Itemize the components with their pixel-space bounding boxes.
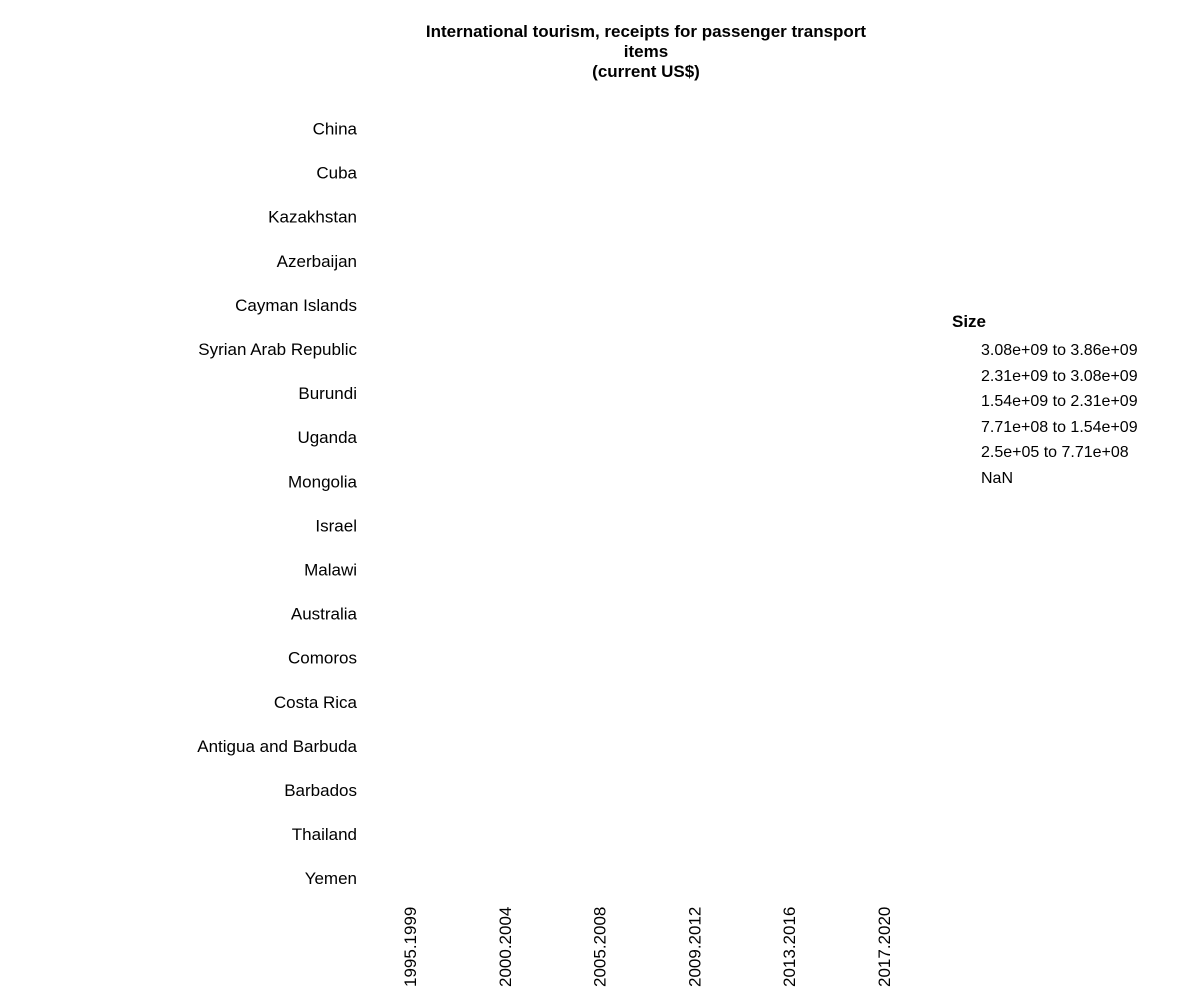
x-axis-label: 2000.2004 [496,907,515,987]
y-axis-label: Yemen [305,869,357,888]
y-axis-label: Kazakhstan [268,208,357,227]
y-axis-label: Syrian Arab Republic [198,340,357,359]
y-axis-label: China [313,120,358,139]
y-axis-label: Cuba [316,164,357,183]
y-axis-label: Israel [315,516,357,535]
y-axis-label: Thailand [292,825,357,844]
legend-item: 2.31e+09 to 3.08e+09 [981,367,1138,385]
x-axis-label: 2005.2008 [591,907,610,987]
x-axis-label: 2013.2016 [780,907,799,987]
legend-item: 1.54e+09 to 2.31e+09 [981,393,1138,410]
y-axis-label: Cayman Islands [235,296,357,315]
x-axis-labels: 1995.1999 2000.2004 2005.2008 2009.2012 2013… [401,907,894,987]
chart-title: International tourism, receipts for pass… [396,22,896,82]
legend-item: 7.71e+08 to 1.54e+09 [981,418,1138,436]
y-axis-labels: China Cuba Kazakhstan Azerbaijan Cayman Isla… [197,120,357,889]
y-axis-label: Azerbaijan [277,252,357,271]
y-axis-label: Australia [291,605,358,624]
x-axis-label: 1995.1999 [401,907,420,987]
y-axis-label: Barbados [284,781,357,800]
y-axis-label: Comoros [288,649,357,668]
legend-item: 3.08e+09 to 3.86e+09 [981,342,1138,359]
y-axis-label: Uganda [297,428,357,447]
legend-item: 2.5e+05 to 7.71e+08 [981,444,1129,461]
y-axis-label: Costa Rica [274,693,358,712]
legend: Size 3.08e+09 to 3.86e+09 2.31e+09 to 3.… [952,312,1172,491]
x-axis-label: 2017.2020 [875,907,894,987]
x-axis-label: 2009.2012 [685,907,704,987]
legend-title: Size [952,312,987,331]
chart-title-line-3: (current US$) [592,62,700,81]
chart-title-line-2: items [623,42,669,61]
y-axis-label: Antigua and Barbuda [197,737,357,756]
chart-title-line-1: International tourism, receipts for pass… [425,22,867,41]
y-axis-label: Mongolia [288,472,358,491]
legend-item: NaN [981,469,1014,487]
y-axis-label: Malawi [304,561,357,580]
y-axis-label: Burundi [298,384,357,403]
